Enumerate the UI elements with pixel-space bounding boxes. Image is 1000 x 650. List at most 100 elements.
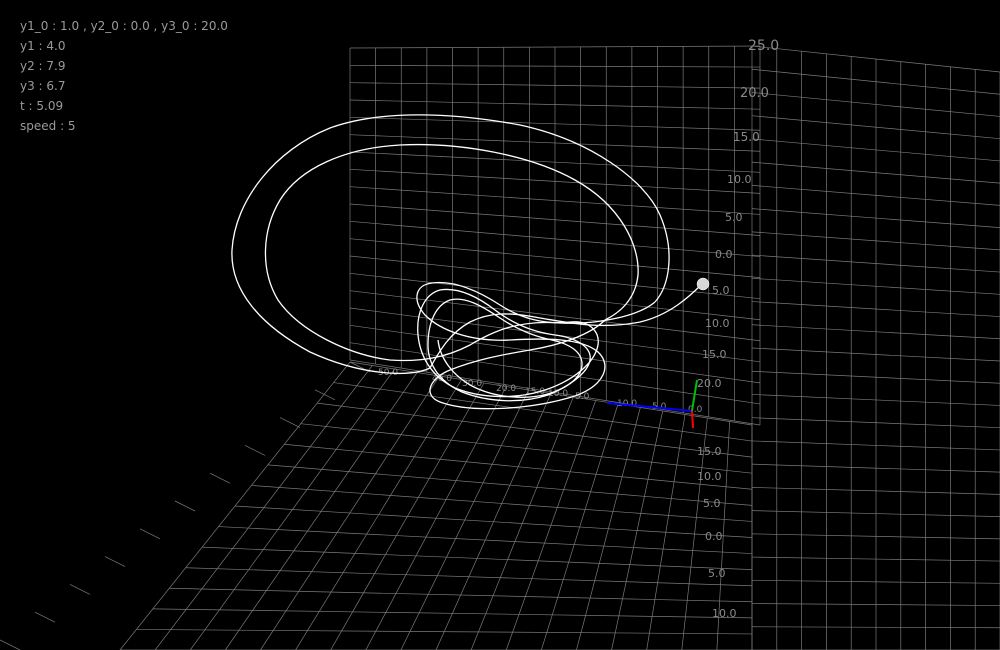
y1-readout: y1 : 4.0 bbox=[20, 39, 66, 53]
initial-conditions-readout: y1_0 : 1.0 , y2_0 : 0.0 , y3_0 : 20.0 bbox=[20, 19, 228, 33]
side-grid-line bbox=[751, 115, 1000, 140]
vertical-tick-label: 15.0 bbox=[733, 130, 760, 144]
back-grid-line bbox=[349, 168, 761, 194]
floor-grid-line bbox=[152, 608, 753, 619]
side-grid-line bbox=[751, 347, 1000, 362]
side-grid-line bbox=[751, 277, 1000, 295]
side-tick-label: 0.0 bbox=[705, 530, 723, 543]
side-grid-line bbox=[751, 138, 1000, 162]
side-grid-line bbox=[751, 254, 1000, 273]
back-grid-line bbox=[349, 255, 761, 300]
axis-tick-label: 0.0 bbox=[688, 405, 703, 415]
floor-grid-line bbox=[209, 472, 231, 484]
floor-grid-line bbox=[34, 611, 56, 623]
floor-grid-line bbox=[185, 567, 753, 587]
y3-readout: y3 : 6.7 bbox=[20, 79, 66, 93]
floor-grid-line bbox=[218, 526, 753, 554]
floor-grid-line bbox=[317, 402, 753, 458]
side-grid-line bbox=[751, 417, 1000, 429]
floor-tick-label: 20.0 bbox=[496, 384, 516, 394]
vertical-tick-label: 25.0 bbox=[748, 38, 779, 54]
floor-grid-line bbox=[314, 389, 336, 401]
side-grid-line bbox=[751, 394, 1000, 406]
floor-grid-line bbox=[69, 584, 91, 595]
side-grid-line bbox=[751, 185, 1000, 206]
side-grid-line bbox=[751, 510, 1000, 517]
floor-tick-label: 5.0 bbox=[575, 392, 590, 402]
side-grid-line bbox=[751, 603, 1000, 606]
vertical-tick-label: 5.0 bbox=[712, 284, 730, 297]
side-grid-line bbox=[751, 231, 1000, 251]
side-tick-label: 15.0 bbox=[697, 445, 722, 458]
side-tick-label: 10.0 bbox=[712, 607, 737, 620]
floor-grid-line bbox=[202, 546, 753, 570]
back-grid-line bbox=[349, 238, 761, 278]
floor-grid-line bbox=[251, 485, 753, 522]
side-grid-line bbox=[751, 533, 1000, 540]
back-grid-line bbox=[349, 151, 761, 173]
side-grid-plane bbox=[751, 45, 1000, 650]
floor-tick-label: 30.0 bbox=[462, 379, 482, 389]
trajectory bbox=[231, 114, 703, 410]
back-grid-line bbox=[349, 82, 761, 89]
trajectory-lobe-1 bbox=[416, 281, 606, 410]
side-grid-line bbox=[751, 92, 1000, 117]
trajectory-inner-loop bbox=[264, 143, 656, 362]
trajectory-outer-loop bbox=[231, 114, 703, 375]
side-tick-label: 10.0 bbox=[697, 470, 722, 483]
back-grid-line bbox=[349, 116, 761, 131]
side-tick-label: 5.0 bbox=[703, 497, 721, 510]
back-grid-plane bbox=[349, 45, 761, 426]
side-grid-line bbox=[751, 161, 1000, 184]
back-grid-line bbox=[349, 290, 761, 342]
hud-panel: y1_0 : 1.0 , y2_0 : 0.0 , y3_0 : 20.0 y1… bbox=[20, 16, 228, 136]
floor-grid-line bbox=[279, 417, 301, 428]
t-readout: t : 5.09 bbox=[20, 99, 64, 113]
vertical-tick-label: 5.0 bbox=[725, 211, 743, 224]
side-grid-line bbox=[751, 579, 1000, 584]
trajectory-lobe-3 bbox=[427, 298, 583, 402]
trajectory-lobe-2 bbox=[417, 288, 599, 398]
side-grid-line bbox=[751, 440, 1000, 451]
floor-grid-line bbox=[139, 528, 161, 540]
speed-readout: speed : 5 bbox=[20, 119, 76, 133]
vertical-tick-label: 10.0 bbox=[705, 317, 730, 330]
side-grid-line bbox=[751, 556, 1000, 562]
side-grid-line bbox=[751, 208, 1000, 228]
side-grid-line bbox=[751, 301, 1000, 317]
floor-grid-plane bbox=[0, 361, 753, 650]
z-axis-line bbox=[691, 410, 694, 429]
floor-grid-line bbox=[333, 382, 753, 442]
tick-labels: 25.0 20.0 15.0 10.0 5.0 0.0 5.0 10.0 15.0 20.0 15.… bbox=[378, 38, 779, 620]
floor-grid-line bbox=[267, 464, 753, 506]
x-axis-line bbox=[606, 402, 693, 412]
floor-grid-line bbox=[136, 629, 753, 635]
floor-grid-line bbox=[174, 500, 196, 512]
y2-readout: y2 : 7.9 bbox=[20, 59, 66, 73]
floor-grid-line bbox=[244, 445, 266, 456]
origin-axes bbox=[606, 379, 698, 429]
back-grid-line bbox=[349, 134, 761, 152]
vertical-tick-label: 15.0 bbox=[702, 348, 727, 361]
side-grid-line bbox=[751, 487, 1000, 495]
side-grid-line bbox=[751, 370, 1000, 384]
floor-grid-line bbox=[169, 587, 753, 603]
back-grid-line bbox=[349, 342, 761, 405]
side-grid-line bbox=[751, 68, 1000, 95]
back-grid-line bbox=[349, 64, 761, 68]
floor-grid-line bbox=[300, 423, 753, 474]
floor-grid-line bbox=[234, 505, 753, 538]
side-tick-label: 20.0 bbox=[697, 377, 722, 390]
floor-grid-line bbox=[104, 556, 126, 567]
vertical-tick-label: 10.0 bbox=[727, 173, 752, 186]
current-state-sphere[interactable] bbox=[696, 277, 710, 291]
back-grid-line bbox=[349, 186, 761, 215]
floor-grid-line bbox=[0, 639, 21, 650]
back-grid-line bbox=[349, 272, 761, 321]
y-axis-line bbox=[691, 379, 698, 412]
vertical-tick-label: 20.0 bbox=[740, 86, 769, 101]
back-grid-line bbox=[349, 220, 761, 257]
side-grid-line bbox=[751, 324, 1000, 340]
side-tick-label: 5.0 bbox=[708, 567, 726, 580]
